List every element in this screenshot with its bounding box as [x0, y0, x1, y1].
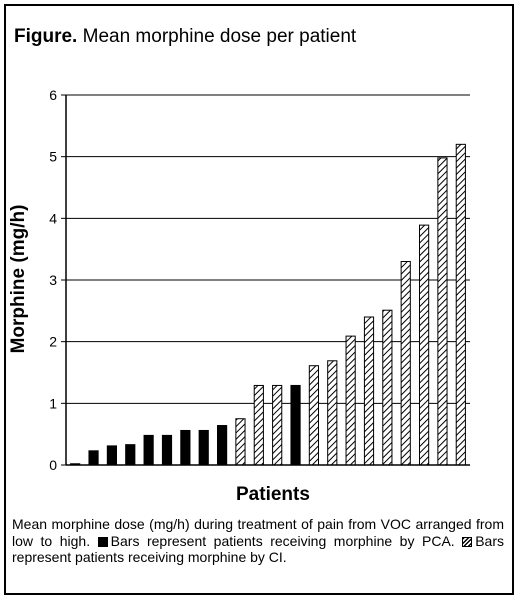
pca-swatch-icon — [97, 536, 108, 547]
bar-pca — [290, 384, 301, 466]
bar-ci — [253, 384, 264, 466]
bar-pca — [161, 434, 173, 466]
bar-ci — [272, 384, 283, 466]
bar-ci — [419, 224, 430, 466]
bar-ci — [327, 360, 338, 466]
figure-title: Figure. Mean morphine dose per patient — [14, 26, 356, 48]
axes: 0 1 2 3 4 5 6 — [49, 87, 470, 473]
figure-title-text: Mean morphine dose per patient — [77, 26, 357, 47]
bar-ci — [382, 309, 393, 466]
bar-ci — [363, 316, 375, 466]
bar-ci — [235, 418, 246, 466]
y-tick-label: 3 — [49, 272, 57, 288]
bar-ci — [400, 261, 411, 466]
bar-ci — [345, 335, 356, 466]
y-tick-label: 6 — [49, 87, 57, 103]
caption-ci-text: Bars represent patients receiving morphi… — [12, 532, 505, 566]
bar-pca — [106, 445, 118, 466]
ci-swatch-icon — [462, 536, 473, 547]
bar-ci — [455, 143, 466, 466]
caption-text: Mean morphine dose (mg/h) during treatme… — [12, 516, 504, 549]
bar-pca — [217, 425, 228, 466]
bar-pca — [198, 429, 209, 466]
y-tick-label: 1 — [49, 395, 57, 411]
y-tick-label: 2 — [49, 334, 57, 350]
bar-pca — [125, 444, 136, 466]
bar-ci — [437, 157, 448, 466]
bars — [70, 143, 466, 466]
y-tick-label: 0 — [49, 457, 57, 473]
bar-pca — [180, 429, 191, 466]
figure-caption: Mean morphine dose (mg/h) during treatme… — [12, 516, 504, 566]
y-tick-label: 4 — [49, 210, 57, 226]
bar-ci — [308, 365, 319, 466]
figure-title-prefix: Figure. — [14, 26, 78, 47]
x-axis-label: Patients — [236, 484, 310, 505]
y-tick-label: 5 — [49, 149, 57, 165]
caption-pca-text: Bars represent patients receiving morphi… — [110, 532, 463, 549]
bar-pca — [88, 450, 99, 466]
bar-pca — [143, 434, 154, 466]
